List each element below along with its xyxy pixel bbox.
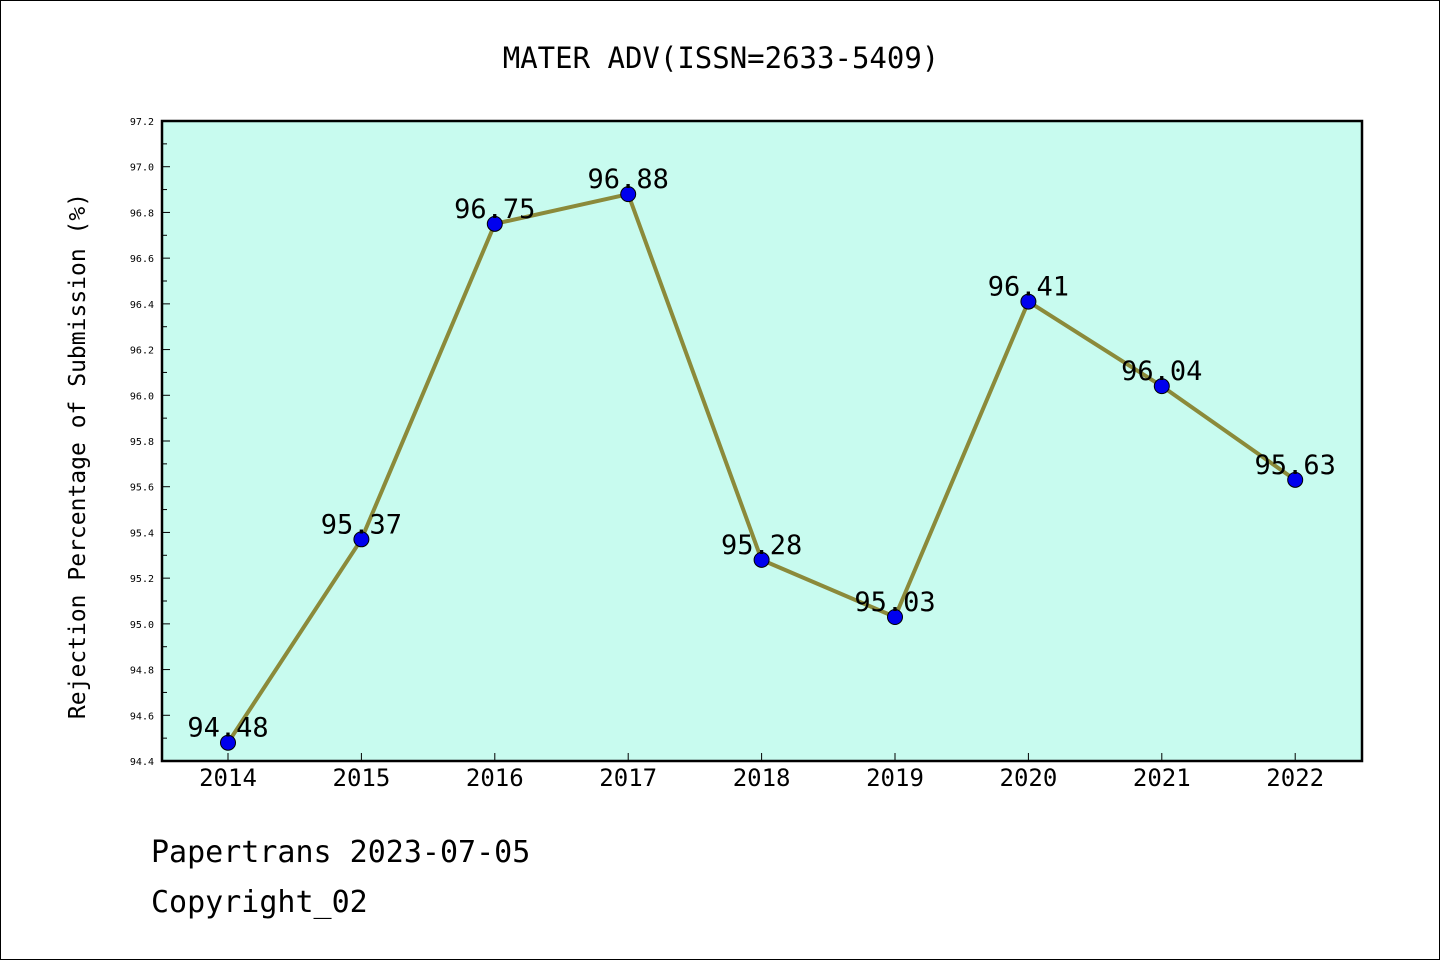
x-tick-label: 2020 [1000,764,1058,792]
data-label: 95.28 [721,530,802,561]
data-label: 95.03 [854,587,935,618]
y-tick-label: 96.0 [130,391,154,402]
y-tick-label: 96.6 [130,254,154,265]
x-axis-ticks: 2014 2015 2016 2017 2018 2019 2020 2021 2022 [199,753,1324,792]
y-tick-label: 97.0 [130,163,154,174]
data-label: 96.75 [454,194,535,225]
y-tick-label: 95.6 [130,483,154,494]
data-point [1020,293,1037,310]
plot-area [162,121,1362,761]
y-tick-label: 94.6 [130,711,154,722]
chart-title: MATER ADV(ISSN=2633-5409) [503,41,940,75]
x-tick-label: 2017 [599,764,657,792]
series-layer [220,186,1304,751]
y-tick-label: 96.2 [130,346,154,357]
data-point [486,215,503,232]
data-point [1287,471,1304,488]
data-point [753,551,770,568]
data-point [887,609,903,625]
x-tick-label: 2016 [466,764,524,792]
plot-frame [160,119,1364,763]
data-label: 94.48 [187,713,268,744]
y-tick-label: 95.0 [130,620,154,631]
data-label: 96.41 [988,272,1069,303]
data-label: 95.37 [321,509,402,540]
data-point [620,186,637,203]
y-tick-label: 94.4 [130,757,154,768]
data-labels-layer: 94.48 95.37 96.75 96.88 95.28 95.03 96.41 96.04… [187,164,1335,744]
y-tick-label: 95.2 [130,574,154,585]
x-tick-label: 2019 [866,764,924,792]
footer-copyright-text: Copyright_02 [151,885,368,920]
data-label: 96.04 [1121,356,1202,387]
data-point [353,531,370,548]
x-tick-label: 2021 [1133,764,1191,792]
footer-date-text: Papertrans 2023-07-05 [151,835,531,870]
y-tick-label: 95.4 [130,528,154,539]
y-tick-label: 96.4 [130,300,154,311]
y-axis-ticks: 94.4 94.6 94.8 95.0 95.2 95.4 95.6 95.8 96.0 96.2… [130,117,170,768]
y-tick-label: 95.8 [130,437,154,448]
data-point [220,734,236,751]
y-tick-label: 96.8 [130,208,154,219]
y-tick-label: 94.8 [130,666,154,677]
data-point [1153,378,1170,395]
x-tick-label: 2015 [333,764,391,792]
x-tick-label: 2014 [199,764,257,792]
data-label: 96.88 [588,164,669,195]
data-label: 95.63 [1255,450,1336,481]
x-tick-label: 2022 [1266,764,1324,792]
x-tick-label: 2018 [733,764,791,792]
y-tick-label: 97.2 [130,117,154,128]
y-axis-label: Rejection Percentage of Submission (%) [65,193,91,719]
